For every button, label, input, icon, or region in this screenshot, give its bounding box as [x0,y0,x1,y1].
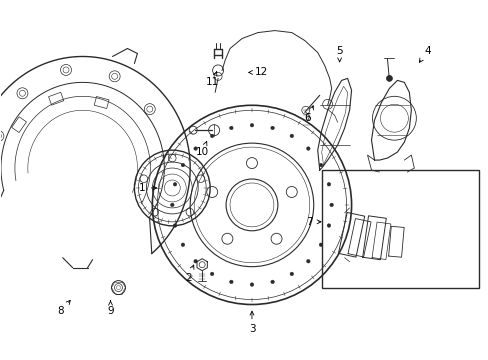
Bar [94,96,109,108]
Circle shape [270,280,274,284]
Circle shape [193,147,197,150]
Circle shape [250,123,253,127]
Circle shape [181,243,184,247]
Circle shape [329,203,333,207]
Text: 8: 8 [57,300,70,316]
Text: 9: 9 [107,301,114,316]
Text: 1: 1 [139,183,156,193]
Circle shape [210,134,213,138]
Text: 5: 5 [336,45,342,62]
Bar [12,117,26,132]
Text: 4: 4 [419,45,430,62]
Circle shape [270,126,274,130]
Circle shape [229,280,233,284]
Circle shape [250,283,253,287]
Circle shape [229,126,233,130]
Circle shape [210,272,213,276]
Text: 3: 3 [248,311,255,334]
Circle shape [326,183,330,186]
Text: 7: 7 [306,217,320,227]
Text: 2: 2 [184,265,194,283]
Text: 11: 11 [205,72,218,87]
Text: 12: 12 [248,67,268,77]
Circle shape [170,203,174,207]
Circle shape [386,75,392,81]
Circle shape [306,260,309,263]
Text: 10: 10 [195,141,208,157]
Circle shape [319,243,322,247]
Circle shape [173,183,177,186]
Bar [321,170,478,288]
Circle shape [289,272,293,276]
Circle shape [289,134,293,138]
Circle shape [326,224,330,227]
Text: 6: 6 [304,106,313,123]
Circle shape [173,224,177,227]
Bar [48,92,63,105]
Circle shape [306,147,309,150]
Circle shape [319,163,322,167]
Circle shape [193,260,197,263]
Circle shape [181,163,184,167]
